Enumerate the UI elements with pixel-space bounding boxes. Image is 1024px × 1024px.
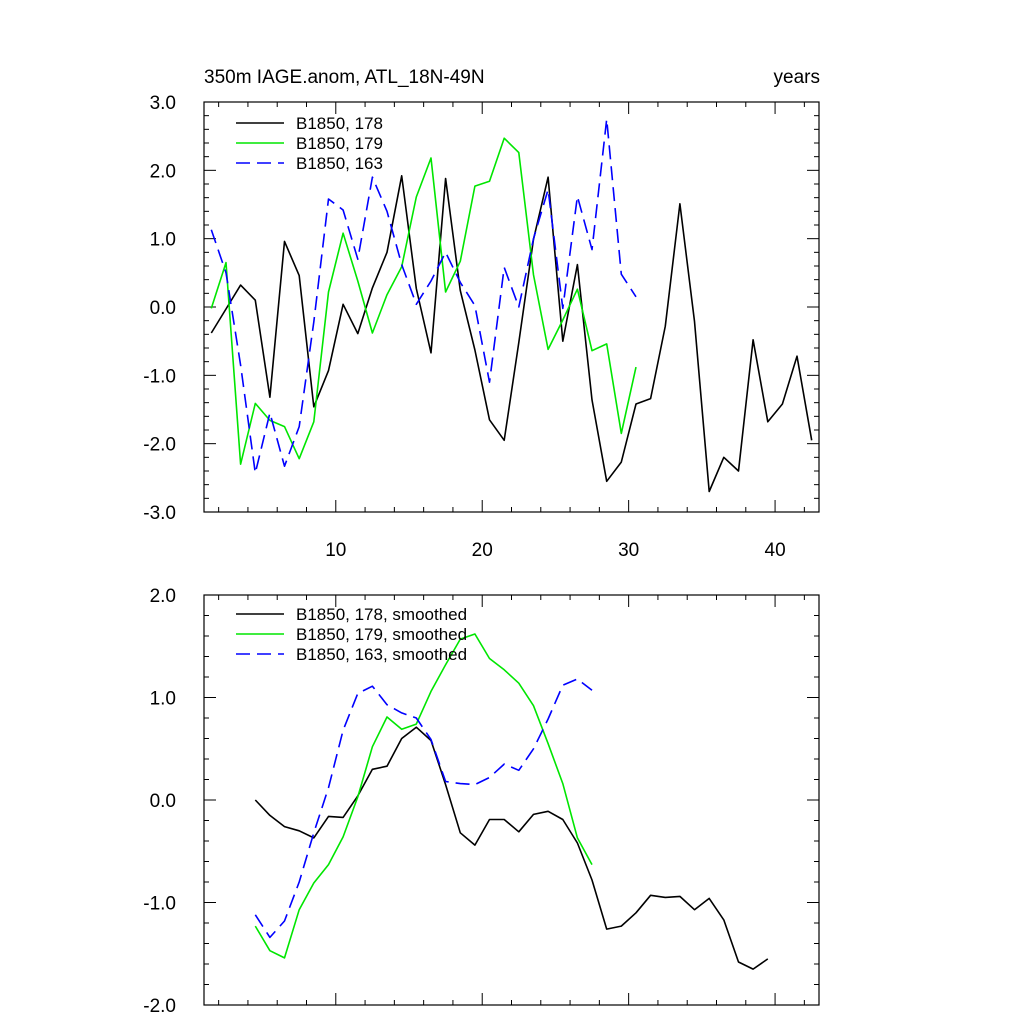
y-tick-label: -1.0	[143, 366, 176, 387]
series-line-bottom-0	[254, 726, 769, 970]
legend-label-163: B1850, 163	[296, 154, 383, 173]
legend-label-178: B1850, 178	[296, 114, 383, 133]
y-tick-label: -3.0	[143, 503, 176, 524]
bottom-panel: -2.0 -1.0 0.0 1.0 2.0 B1850, 178, smoothed B…	[143, 586, 820, 1017]
top-series	[210, 118, 813, 493]
legend-label-179: B1850, 179	[296, 134, 383, 153]
y-tick-label: 0.0	[150, 298, 176, 319]
legend-label-179-smoothed: B1850, 179, smoothed	[296, 625, 467, 644]
y-tick-label: 3.0	[150, 93, 176, 114]
top-panel: 350m IAGE.anom, ATL_18N-49N years 10 20 30…	[143, 67, 820, 561]
x-tick-label: 30	[618, 540, 639, 561]
bottom-axes: -2.0 -1.0 0.0 1.0 2.0	[143, 586, 819, 1017]
series-line-bottom-1	[254, 633, 593, 959]
series-line-top-0	[210, 175, 813, 493]
top-legend: B1850, 178 B1850, 179 B1850, 163	[236, 114, 383, 173]
x-tick-label: 10	[325, 540, 346, 561]
y-tick-label: 0.0	[150, 791, 176, 812]
bottom-legend: B1850, 178, smoothed B1850, 179, smoothe…	[236, 605, 467, 664]
y-tick-label: -2.0	[143, 435, 176, 456]
top-plot-frame	[203, 101, 820, 513]
x-tick-label: 40	[765, 540, 786, 561]
y-tick-label: 1.0	[150, 230, 176, 251]
bottom-series	[254, 633, 769, 970]
bottom-plot-frame	[203, 594, 820, 1006]
series-line-top-1	[210, 137, 637, 466]
y-tick-label: 2.0	[150, 586, 176, 607]
legend-label-163-smoothed: B1850, 163, smoothed	[296, 645, 467, 664]
y-tick-label: 1.0	[150, 689, 176, 710]
y-tick-label: -1.0	[143, 894, 176, 915]
chart-title: 350m IAGE.anom, ATL_18N-49N	[204, 67, 485, 88]
y-tick-label: -2.0	[143, 996, 176, 1017]
top-axes: 10 20 30 40 -3.0 -2.0 -1.0 0.0 1.0 2.0 3.0	[143, 93, 819, 561]
units-label: years	[774, 67, 820, 88]
series-line-bottom-2	[254, 678, 593, 939]
series-line-top-2	[210, 118, 637, 474]
y-tick-label: 2.0	[150, 161, 176, 182]
legend-label-178-smoothed: B1850, 178, smoothed	[296, 605, 467, 624]
x-tick-label: 20	[472, 540, 493, 561]
